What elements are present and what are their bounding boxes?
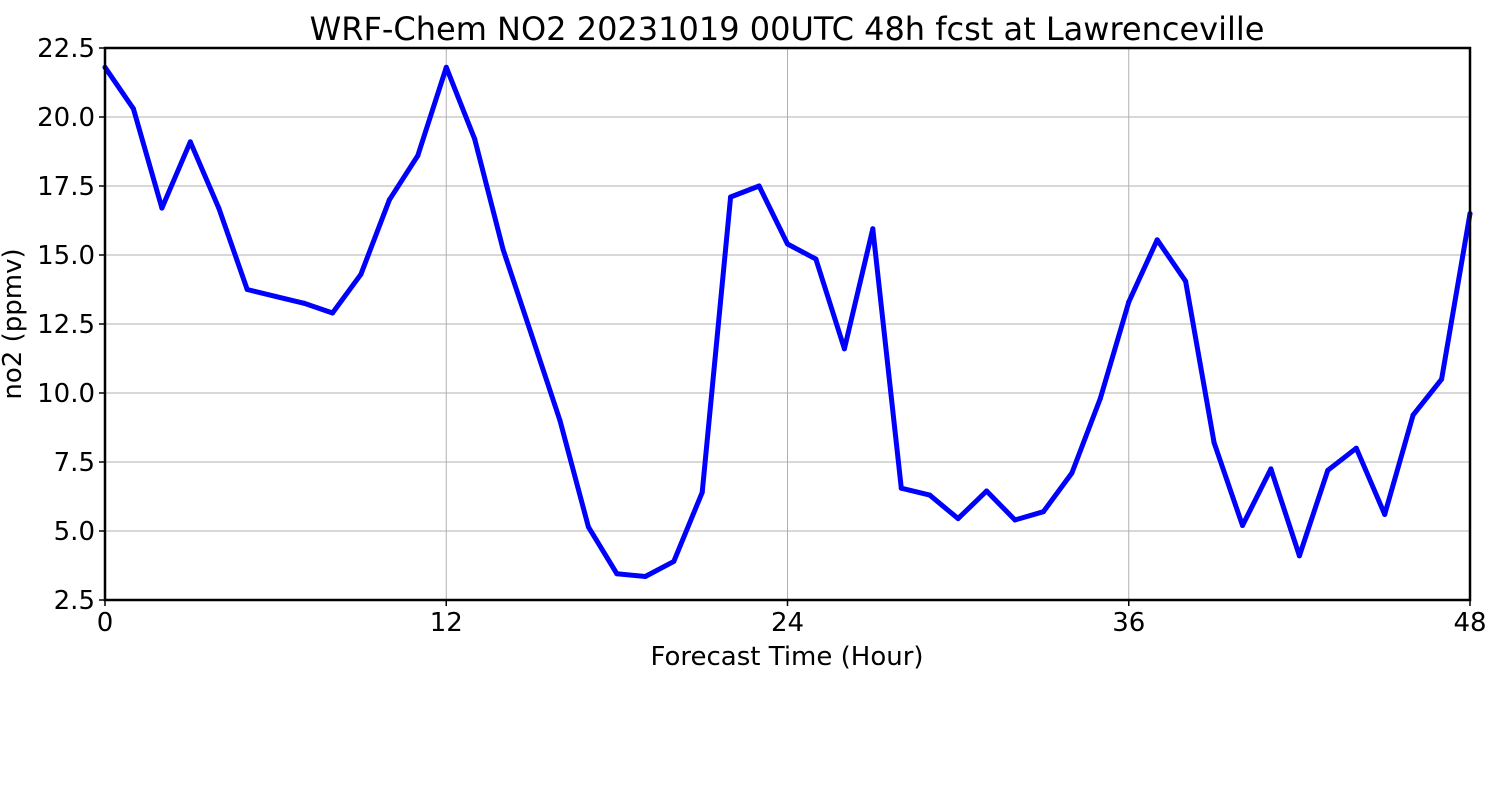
y-tick-label: 5.0 bbox=[54, 517, 95, 547]
data-point bbox=[330, 310, 335, 316]
axis-ticks: 0 12 24 36 48 2.5 5.0 7.5 10.0 12.5 15.0 17.5 20.0 22… bbox=[37, 34, 1486, 638]
y-axis-label: no2 (ppmv) bbox=[0, 248, 28, 399]
data-point bbox=[529, 332, 535, 338]
data-point bbox=[1410, 412, 1416, 418]
x-tick-label: 24 bbox=[771, 608, 804, 638]
data-point bbox=[500, 246, 506, 252]
data-point bbox=[187, 139, 193, 145]
y-tick-label: 22.5 bbox=[37, 34, 95, 64]
data-point bbox=[159, 205, 165, 211]
data-point bbox=[785, 241, 790, 247]
data-point bbox=[984, 488, 990, 494]
data-point bbox=[699, 489, 705, 495]
data-point bbox=[557, 418, 563, 424]
data-point bbox=[1069, 470, 1075, 476]
data-point bbox=[1097, 396, 1103, 402]
data-point bbox=[273, 293, 279, 299]
y-tick-label: 10.0 bbox=[37, 379, 95, 409]
y-tick-label: 15.0 bbox=[37, 241, 95, 271]
data-point bbox=[1126, 299, 1132, 305]
data-point bbox=[244, 287, 250, 292]
data-point bbox=[1268, 466, 1274, 472]
data-point bbox=[1012, 517, 1018, 523]
y-tick-label: 20.0 bbox=[37, 103, 95, 133]
data-point bbox=[1325, 467, 1331, 473]
data-point bbox=[1211, 440, 1217, 446]
data-point bbox=[443, 64, 449, 70]
x-tick-label: 48 bbox=[1453, 608, 1486, 638]
data-point bbox=[614, 571, 620, 577]
data-point bbox=[870, 226, 876, 232]
x-tick-label: 0 bbox=[97, 608, 114, 638]
y-tick-label: 17.5 bbox=[37, 172, 95, 202]
data-point bbox=[955, 516, 961, 522]
data-point bbox=[358, 271, 364, 277]
y-tick-label: 7.5 bbox=[54, 448, 95, 478]
grid-lines bbox=[104, 47, 1471, 601]
data-point bbox=[813, 256, 819, 262]
data-point bbox=[1040, 509, 1046, 515]
data-point bbox=[1353, 445, 1359, 451]
chart-title: WRF-Chem NO2 20231019 00UTC 48h fcst at … bbox=[310, 10, 1265, 48]
data-point bbox=[1240, 522, 1245, 528]
data-point bbox=[386, 197, 392, 203]
data-point bbox=[642, 574, 648, 580]
data-point bbox=[671, 558, 677, 564]
data-point bbox=[756, 183, 762, 189]
data-point bbox=[415, 153, 421, 159]
y-tick-label: 2.5 bbox=[54, 586, 95, 616]
x-axis-label: Forecast Time (Hour) bbox=[650, 642, 923, 672]
y-tick-label: 12.5 bbox=[37, 310, 95, 340]
x-tick-label: 12 bbox=[430, 608, 463, 638]
data-point bbox=[1183, 278, 1189, 284]
data-point bbox=[1382, 511, 1388, 517]
data-point bbox=[472, 136, 478, 142]
data-point bbox=[1296, 553, 1302, 559]
data-point bbox=[1154, 237, 1160, 243]
data-point bbox=[898, 485, 904, 491]
data-point bbox=[927, 492, 933, 498]
data-point bbox=[301, 300, 307, 306]
data-point bbox=[728, 194, 734, 200]
data-point bbox=[216, 205, 222, 211]
data-point bbox=[130, 106, 136, 112]
data-point bbox=[841, 346, 847, 352]
series-group bbox=[102, 64, 1473, 580]
x-tick-label: 36 bbox=[1112, 608, 1145, 638]
data-point bbox=[585, 524, 591, 530]
data-point bbox=[1439, 376, 1445, 382]
